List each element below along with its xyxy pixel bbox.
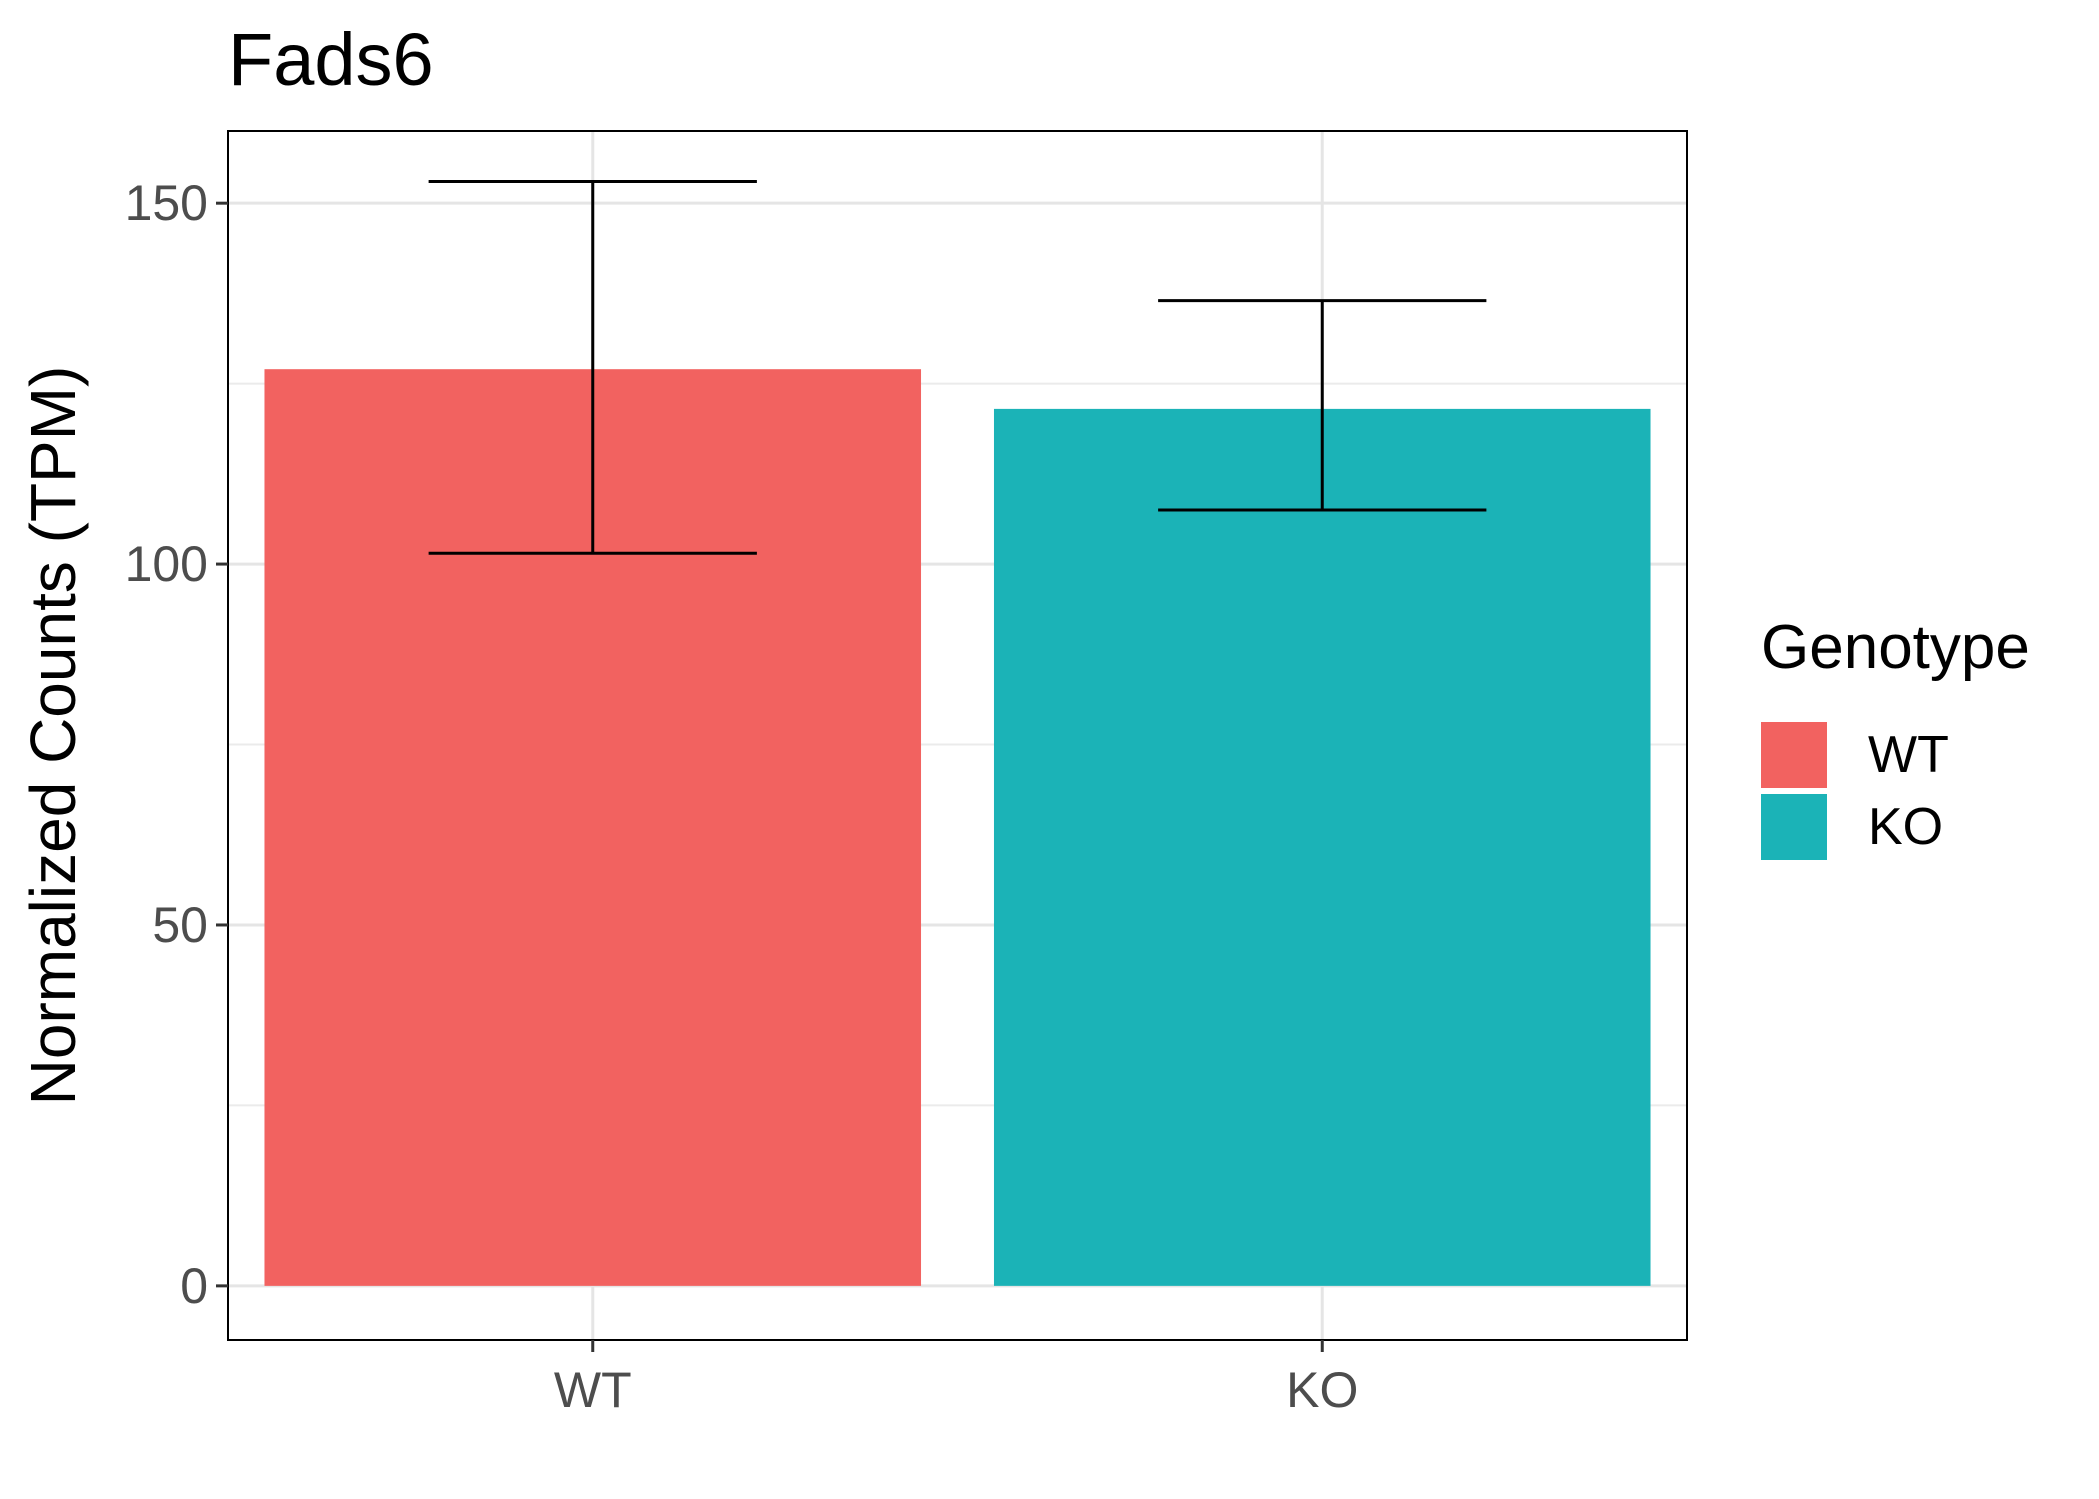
bars xyxy=(264,369,1651,1286)
y-tick-label: 50 xyxy=(152,897,208,953)
legend-title: Genotype xyxy=(1761,613,2030,682)
panel-border xyxy=(227,130,1688,1341)
bar-ko xyxy=(993,408,1651,1286)
x-axis: WT KO xyxy=(554,1340,1358,1418)
x-tick-label: WT xyxy=(554,1362,632,1418)
y-axis-title: Normalized Counts (TPM) xyxy=(17,366,89,1106)
x-tick-label: KO xyxy=(1286,1362,1358,1418)
legend-label-wt: WT xyxy=(1868,726,1949,784)
legend-key-wt xyxy=(1761,722,1827,788)
chart-title: Fads6 xyxy=(228,18,434,101)
y-tick-label: 0 xyxy=(180,1258,208,1314)
legend-key-ko xyxy=(1761,794,1827,860)
error-bars xyxy=(428,180,1487,555)
legend: Genotype WT KO xyxy=(1761,613,2030,860)
y-tick-label: 150 xyxy=(125,175,208,231)
legend-label-ko: KO xyxy=(1868,798,1943,856)
y-axis: 0 50 100 150 xyxy=(125,175,228,1314)
y-tick-label: 100 xyxy=(125,536,208,592)
